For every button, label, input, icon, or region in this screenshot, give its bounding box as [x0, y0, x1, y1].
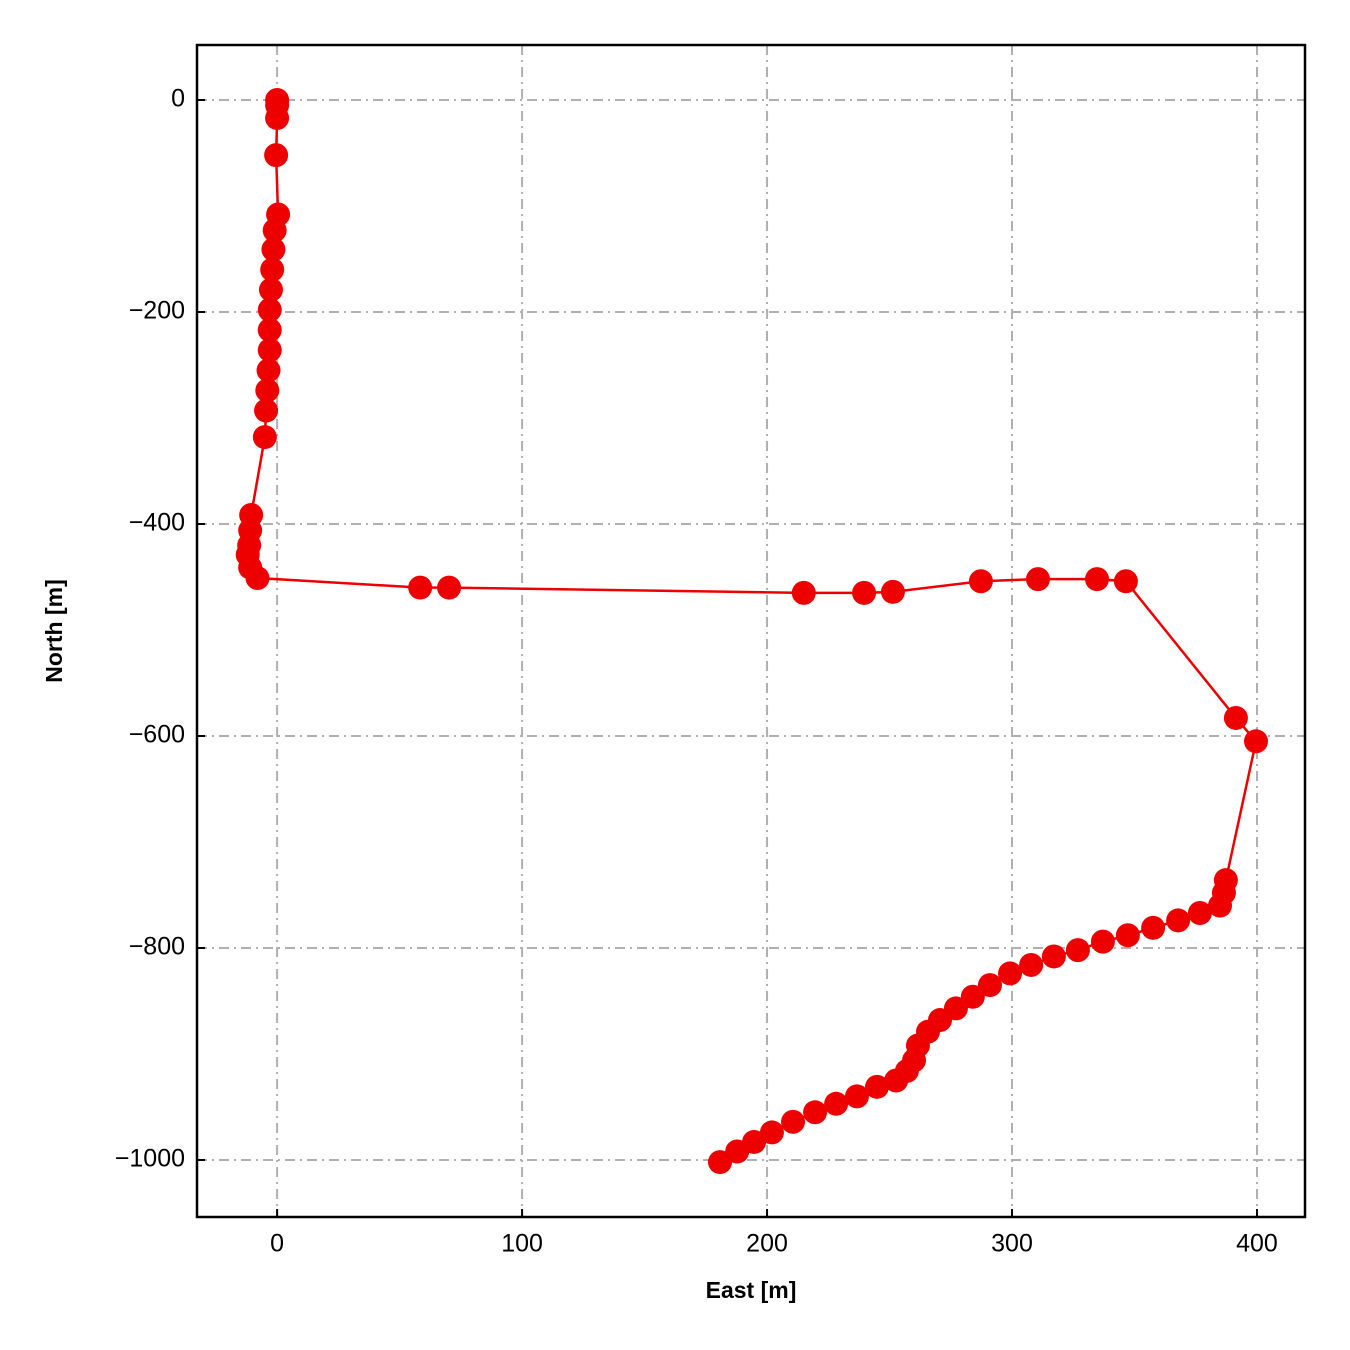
- point: [257, 318, 282, 343]
- x-tick-label: 300: [991, 1230, 1033, 1258]
- point: [880, 579, 905, 604]
- y-axis-title: North [m]: [41, 579, 67, 682]
- plot-frame: [195, 43, 1307, 1219]
- point: [803, 1100, 828, 1125]
- y-tick-label: −1000: [115, 1145, 185, 1173]
- point: [998, 961, 1023, 986]
- point: [437, 575, 462, 600]
- x-axis-title: East [m]: [706, 1277, 797, 1303]
- point: [245, 566, 270, 591]
- point: [844, 1084, 869, 1109]
- point: [977, 973, 1002, 998]
- point: [262, 218, 287, 243]
- x-tick-label: 200: [746, 1230, 788, 1258]
- point: [255, 378, 280, 403]
- line: [246, 100, 1258, 1164]
- point: [960, 984, 985, 1009]
- point: [265, 106, 290, 131]
- point: [1085, 567, 1110, 592]
- point: [781, 1109, 806, 1134]
- point: [1207, 893, 1232, 918]
- point: [257, 297, 282, 322]
- point: [264, 143, 289, 168]
- y-tick-label: 0: [171, 85, 185, 113]
- point: [1223, 705, 1248, 730]
- point: [254, 398, 279, 423]
- point: [968, 569, 993, 594]
- point: [708, 1150, 733, 1175]
- y-tick-label: −200: [129, 297, 185, 325]
- point: [257, 338, 282, 363]
- point: [1025, 567, 1050, 592]
- point: [258, 277, 283, 302]
- point: [1113, 569, 1138, 594]
- point: [884, 1068, 909, 1093]
- point: [1090, 929, 1115, 954]
- point: [1166, 908, 1191, 933]
- point: [725, 1139, 750, 1164]
- point: [1187, 901, 1212, 926]
- x-tick-label: 100: [501, 1230, 543, 1258]
- point: [759, 1120, 784, 1145]
- point: [865, 1074, 890, 1099]
- point: [1041, 944, 1066, 969]
- point: [261, 237, 286, 262]
- point: [256, 358, 281, 383]
- point: [260, 257, 285, 282]
- x-tick-label: 0: [270, 1230, 284, 1258]
- point: [1244, 729, 1269, 754]
- point: [824, 1091, 849, 1116]
- point: [791, 580, 816, 605]
- y-tick-label: −800: [129, 933, 185, 961]
- point: [1115, 923, 1140, 948]
- y-tick-label: −400: [129, 509, 185, 537]
- point: [852, 580, 877, 605]
- point: [1141, 915, 1166, 940]
- point: [1065, 938, 1090, 963]
- point: [252, 425, 277, 450]
- x-tick-label: 400: [1236, 1230, 1278, 1258]
- point: [1019, 952, 1044, 977]
- point: [408, 575, 433, 600]
- y-tick-label: −600: [129, 721, 185, 749]
